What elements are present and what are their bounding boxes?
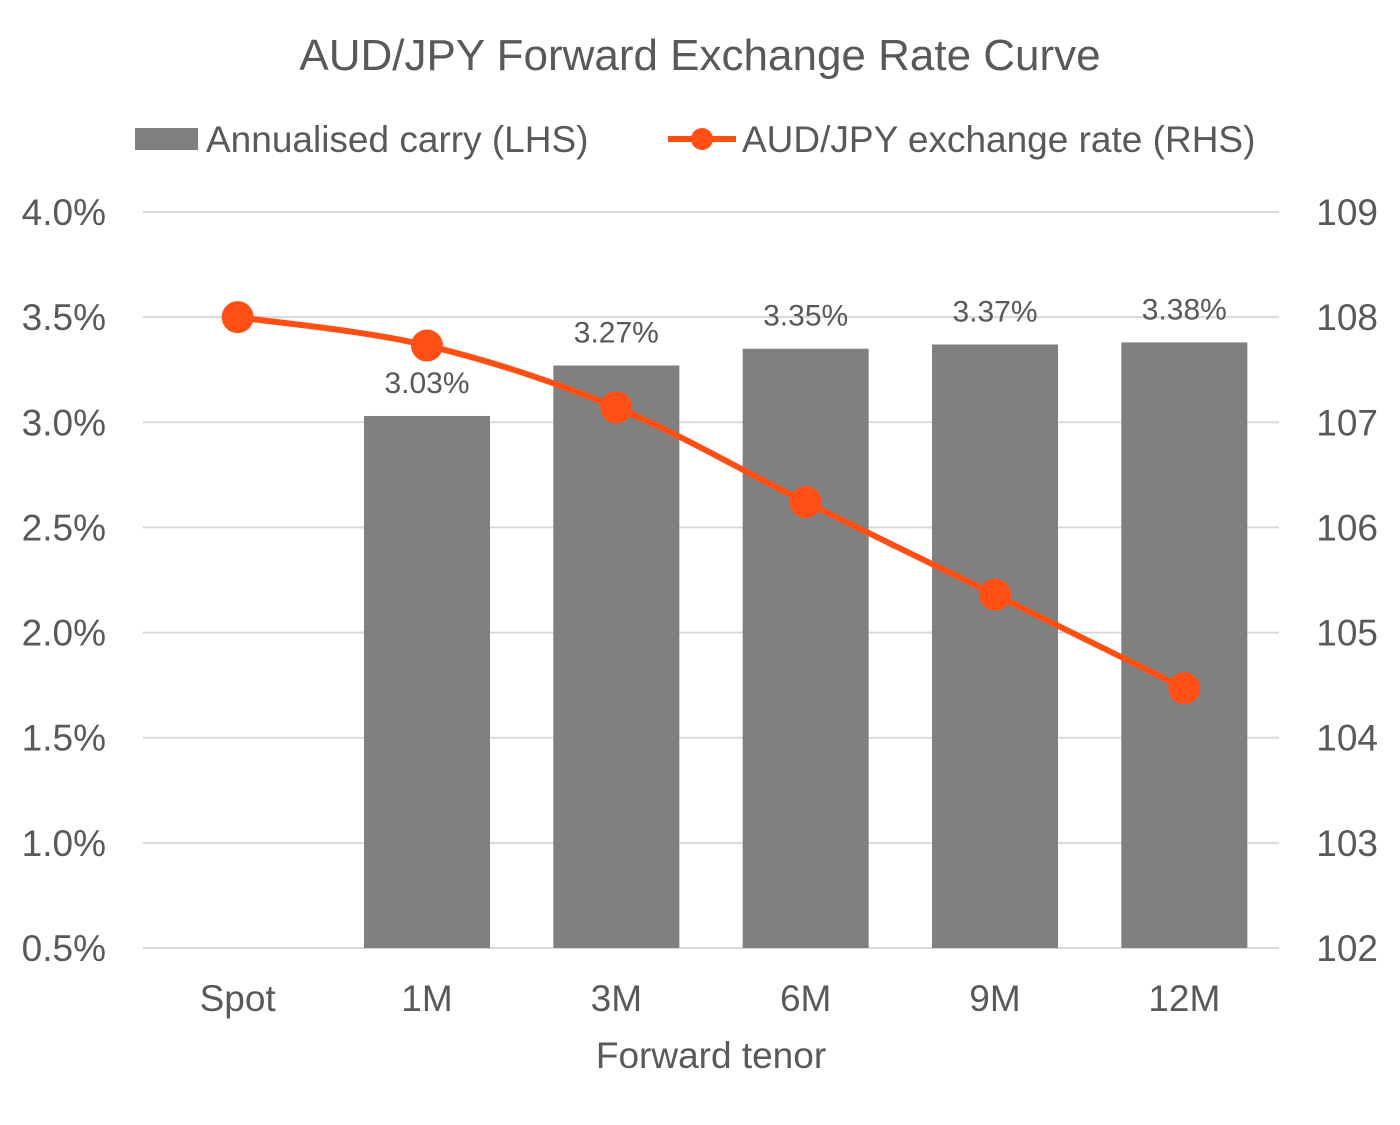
y-left-tick-label: 1.0%: [22, 823, 106, 864]
bar: [742, 348, 869, 949]
x-tick-label: 3M: [591, 978, 642, 1019]
y-left-tick-label: 0.5%: [22, 928, 106, 969]
bar-data-label: 3.35%: [763, 300, 848, 333]
chart-title: AUD/JPY Forward Exchange Rate Curve: [299, 31, 1100, 80]
rate-marker: [1168, 672, 1201, 705]
y-left-tick-label: 2.0%: [22, 613, 106, 654]
y-right-tick-label: 102: [1316, 928, 1378, 969]
bar-data-label: 3.03%: [384, 367, 469, 400]
y-right-tick-label: 104: [1316, 718, 1378, 759]
y-left-tick-label: 1.5%: [22, 718, 106, 759]
x-axis-title: Forward tenor: [596, 1035, 826, 1076]
bar: [553, 365, 680, 949]
y-right-tick-label: 109: [1316, 192, 1378, 233]
y-right-tick-label: 107: [1316, 402, 1378, 443]
legend-swatch-bar: [135, 128, 198, 150]
y-right-tick-label: 105: [1316, 613, 1378, 654]
y-left-tick-label: 2.5%: [22, 507, 106, 548]
x-tick-label: 12M: [1148, 978, 1220, 1019]
bar-data-label: 3.38%: [1142, 293, 1227, 326]
x-tick-label: 6M: [780, 978, 831, 1019]
legend-swatch-marker: [691, 128, 713, 150]
rate-marker: [789, 486, 822, 519]
legend-label-bar: Annualised carry (LHS): [206, 119, 588, 160]
y-left-tick-label: 4.0%: [22, 192, 106, 233]
bar-data-label: 3.27%: [574, 317, 659, 350]
bar: [364, 415, 490, 948]
bar: [932, 344, 1058, 949]
rate-marker: [221, 301, 254, 334]
y-right-tick-label: 108: [1316, 297, 1378, 338]
x-tick-label: 9M: [969, 978, 1020, 1019]
y-right-tick-label: 106: [1316, 507, 1378, 548]
rate-marker: [411, 329, 443, 362]
bar-data-label: 3.37%: [952, 295, 1037, 328]
bar: [1121, 342, 1248, 948]
y-right-tick-label: 103: [1316, 823, 1378, 864]
legend: Annualised carry (LHS) AUD/JPY exchange …: [135, 119, 1255, 160]
legend-label-line: AUD/JPY exchange rate (RHS): [742, 119, 1255, 160]
x-tick-label: Spot: [200, 978, 277, 1019]
rate-marker: [979, 578, 1011, 611]
x-tick-label: 1M: [401, 978, 452, 1019]
rate-marker: [600, 391, 633, 424]
y-left-tick-label: 3.0%: [22, 402, 106, 443]
y-left-tick-label: 3.5%: [22, 297, 106, 338]
